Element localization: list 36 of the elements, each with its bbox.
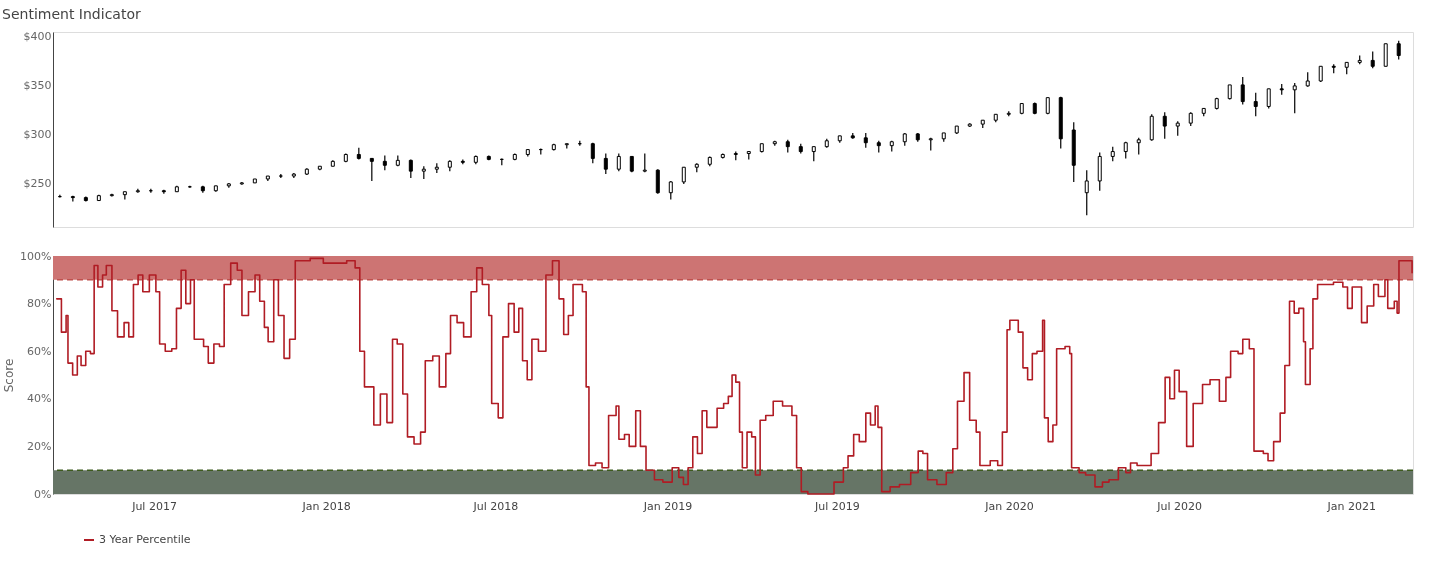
x-tick-label: Jan 2018 bbox=[301, 499, 351, 513]
y-tick-label: $400 bbox=[23, 30, 52, 44]
candlestick bbox=[603, 152, 608, 175]
candlestick bbox=[1240, 76, 1245, 106]
y-tick-label: 40% bbox=[27, 392, 52, 406]
y-tick-label: 100% bbox=[20, 249, 52, 263]
x-tick-label: Jul 2019 bbox=[813, 499, 860, 513]
x-tick-label: Jan 2019 bbox=[642, 499, 693, 513]
x-tick-label: Jan 2020 bbox=[984, 499, 1034, 513]
candlestick bbox=[1396, 40, 1401, 61]
y-tick-label: 60% bbox=[27, 344, 52, 358]
candlestick bbox=[1266, 88, 1271, 110]
y-tick-label: $300 bbox=[23, 128, 52, 142]
y-tick-label: 0% bbox=[34, 487, 52, 501]
candlestick bbox=[408, 158, 413, 179]
candlestick bbox=[1292, 82, 1297, 114]
candlestick bbox=[1149, 113, 1154, 142]
candlestick bbox=[1162, 111, 1167, 140]
x-tick-label: Jul 2020 bbox=[1156, 499, 1203, 513]
candlestick bbox=[122, 191, 127, 201]
y-tick-label: 20% bbox=[27, 439, 52, 453]
candlestick bbox=[655, 168, 660, 195]
x-tick-label: Jul 2018 bbox=[472, 499, 519, 513]
legend-label: 3 Year Percentile bbox=[99, 533, 191, 546]
y-tick-label: $250 bbox=[23, 177, 52, 191]
chart-title: Sentiment Indicator bbox=[2, 6, 141, 23]
candlestick bbox=[369, 157, 374, 182]
candlestick bbox=[1253, 92, 1258, 117]
x-tick-label: Jan 2021 bbox=[1326, 499, 1376, 513]
y-tick-label: $350 bbox=[23, 79, 52, 93]
candlestick bbox=[1383, 43, 1388, 67]
x-tick-label: Jul 2017 bbox=[131, 499, 177, 513]
candlestick bbox=[1084, 169, 1089, 216]
y-tick-label: 80% bbox=[27, 297, 52, 311]
candlestick bbox=[70, 195, 75, 203]
y-axis-title: Score bbox=[2, 358, 17, 393]
